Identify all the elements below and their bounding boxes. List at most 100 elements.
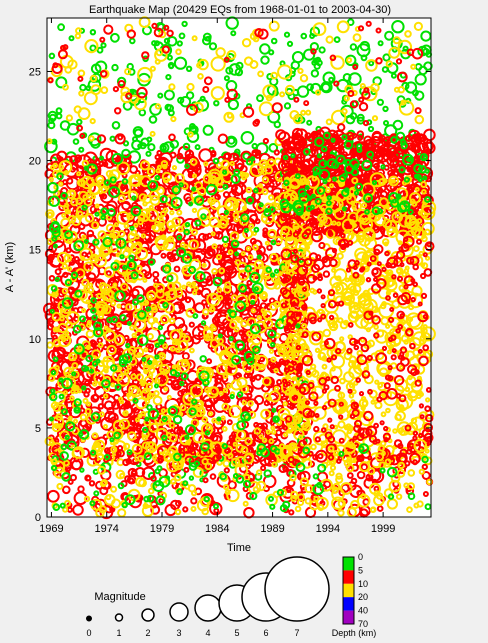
event-marker-red bbox=[229, 437, 236, 444]
event-marker-mid bbox=[268, 20, 280, 32]
event-marker-red bbox=[47, 77, 54, 84]
event-marker-red bbox=[110, 416, 117, 423]
event-marker-mid bbox=[84, 39, 99, 54]
event-marker-red bbox=[171, 253, 180, 262]
event-marker-shallow bbox=[151, 40, 158, 47]
event-marker-red bbox=[263, 400, 270, 407]
event-marker-red bbox=[77, 75, 84, 82]
event-marker-red bbox=[303, 100, 310, 107]
event-marker-mid bbox=[392, 36, 401, 45]
event-marker-mid bbox=[410, 63, 417, 70]
event-marker-red bbox=[266, 244, 273, 251]
event-marker-red bbox=[159, 385, 170, 395]
event-marker-shallow bbox=[185, 65, 193, 73]
event-marker-red bbox=[117, 134, 124, 141]
event-marker-mid bbox=[414, 114, 425, 125]
event-marker-red bbox=[223, 328, 234, 339]
event-marker-red bbox=[96, 134, 107, 144]
event-marker-shallow bbox=[166, 54, 173, 61]
event-marker-shallow bbox=[318, 46, 326, 54]
event-marker-shallow bbox=[57, 23, 65, 32]
event-marker-red bbox=[271, 102, 283, 114]
event-marker-red bbox=[79, 132, 86, 139]
event-marker-shallow bbox=[168, 63, 175, 70]
event-marker-red bbox=[219, 176, 233, 189]
event-marker-shallow bbox=[154, 40, 160, 47]
event-marker-mid bbox=[365, 59, 378, 72]
event-marker-mid bbox=[170, 115, 177, 123]
event-marker-red bbox=[226, 88, 239, 101]
event-marker-mid bbox=[312, 22, 327, 37]
event-marker-shallow bbox=[404, 81, 418, 94]
event-marker-shallow bbox=[377, 40, 384, 47]
event-marker-red bbox=[234, 229, 248, 244]
event-marker-shallow bbox=[164, 103, 172, 112]
event-marker-red bbox=[90, 394, 100, 403]
event-marker-red bbox=[223, 56, 230, 63]
event-marker-red bbox=[200, 248, 208, 256]
event-marker-red bbox=[257, 28, 269, 40]
event-marker-shallow bbox=[199, 95, 206, 102]
event-marker-shallow bbox=[291, 51, 305, 64]
event-marker-red bbox=[53, 298, 61, 305]
event-marker-red bbox=[363, 87, 370, 94]
event-marker-red bbox=[395, 58, 403, 65]
event-marker-shallow bbox=[368, 60, 375, 67]
event-marker-mid bbox=[257, 70, 265, 78]
event-marker-red bbox=[94, 385, 106, 398]
event-marker-shallow bbox=[383, 120, 389, 126]
event-marker-red bbox=[179, 430, 189, 439]
event-marker-red bbox=[184, 359, 196, 371]
event-marker-red bbox=[329, 54, 337, 62]
event-marker-mid bbox=[330, 55, 345, 70]
event-marker-shallow bbox=[356, 43, 371, 58]
event-marker-shallow bbox=[382, 105, 389, 113]
event-marker-red bbox=[166, 29, 174, 37]
event-marker-shallow bbox=[392, 119, 404, 131]
data-markers bbox=[43, 16, 437, 520]
event-marker-red bbox=[146, 237, 153, 244]
event-marker-shallow bbox=[169, 139, 180, 149]
event-marker-red bbox=[358, 102, 369, 112]
event-marker-mid bbox=[315, 89, 322, 96]
event-marker-red bbox=[250, 167, 258, 175]
event-marker-shallow bbox=[48, 52, 56, 60]
event-marker-red bbox=[361, 90, 371, 100]
event-marker-shallow bbox=[314, 56, 322, 63]
event-marker-mid bbox=[241, 38, 252, 48]
event-marker-shallow bbox=[266, 73, 274, 81]
event-marker-red bbox=[194, 302, 206, 314]
event-marker-red bbox=[414, 107, 422, 115]
event-marker-shallow bbox=[208, 42, 218, 51]
event-marker-shallow bbox=[235, 61, 244, 70]
event-marker-mid bbox=[138, 16, 151, 29]
event-marker-red bbox=[293, 96, 300, 103]
event-marker-red bbox=[52, 346, 66, 360]
event-marker-shallow bbox=[356, 116, 365, 125]
event-marker-red bbox=[125, 92, 133, 100]
event-marker-red bbox=[48, 275, 56, 282]
event-marker-mid bbox=[67, 59, 78, 70]
event-marker-mid bbox=[100, 86, 109, 94]
event-marker-shallow bbox=[391, 20, 405, 34]
event-marker-mid bbox=[191, 35, 198, 42]
event-marker-mid bbox=[187, 131, 194, 138]
event-marker-red bbox=[57, 156, 64, 163]
event-marker-red bbox=[234, 182, 247, 196]
event-marker-shallow bbox=[414, 73, 427, 86]
event-marker-shallow bbox=[260, 55, 270, 65]
event-marker-mid bbox=[352, 33, 362, 42]
event-marker-red bbox=[170, 302, 182, 315]
event-marker-mid bbox=[270, 71, 279, 80]
event-marker-mid bbox=[385, 60, 393, 68]
event-marker-red bbox=[54, 268, 62, 276]
event-marker-shallow bbox=[202, 124, 214, 136]
event-marker-shallow bbox=[225, 66, 234, 75]
event-marker-mid bbox=[398, 100, 415, 116]
event-marker-red bbox=[114, 133, 126, 145]
event-marker-mid bbox=[300, 109, 307, 116]
event-marker-mid bbox=[243, 56, 254, 66]
event-marker-mid bbox=[65, 114, 74, 122]
event-marker-red bbox=[111, 400, 121, 410]
